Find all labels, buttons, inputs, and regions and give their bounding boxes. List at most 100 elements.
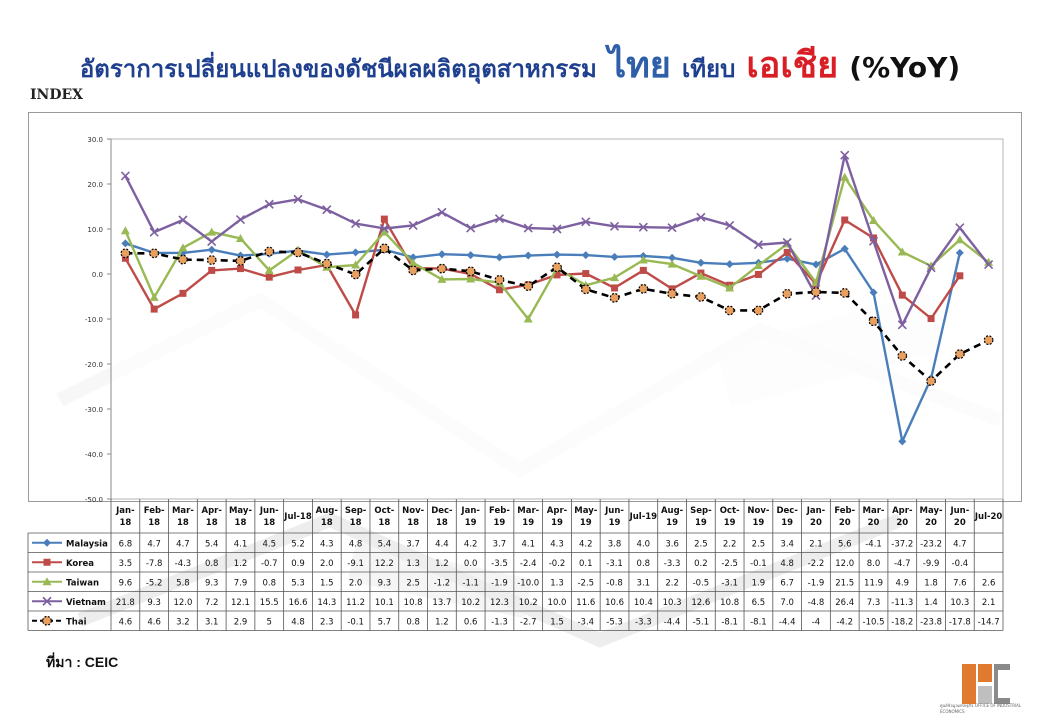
x-tick-label-year: 19 bbox=[551, 518, 563, 528]
point-thai bbox=[667, 288, 677, 299]
point-vietnam bbox=[408, 220, 418, 230]
legend-key-marker bbox=[42, 615, 52, 626]
data-label: 0.8 bbox=[205, 559, 219, 569]
point-vietnam bbox=[840, 150, 850, 160]
point-taiwan bbox=[149, 292, 159, 301]
point-thai bbox=[350, 269, 361, 280]
point-thai bbox=[753, 305, 764, 316]
point-malaysia bbox=[869, 288, 878, 297]
point-vietnam bbox=[667, 223, 677, 233]
data-label: 4.6 bbox=[147, 617, 161, 627]
data-label: 12.0 bbox=[173, 598, 192, 608]
data-label: 11.2 bbox=[346, 598, 365, 608]
point-vietnam bbox=[120, 171, 130, 181]
data-label: -10.5 bbox=[863, 617, 885, 627]
x-tick-label-year: 19 bbox=[522, 518, 534, 528]
data-label: 4.7 bbox=[147, 539, 161, 549]
data-label: 1.3 bbox=[550, 578, 564, 588]
data-label: 15.5 bbox=[260, 598, 279, 608]
data-label: 4.5 bbox=[262, 539, 276, 549]
point-vietnam bbox=[322, 205, 332, 215]
point-thai bbox=[293, 247, 303, 258]
x-tick-label-year: 18 bbox=[119, 518, 131, 528]
data-label: 16.6 bbox=[289, 598, 308, 608]
y-tick-label: -50.0 bbox=[85, 496, 103, 504]
data-label: -2.2 bbox=[808, 559, 825, 569]
data-label: -4.4 bbox=[664, 617, 681, 627]
data-label: 10.8 bbox=[720, 598, 739, 608]
data-label: -0.4 bbox=[952, 559, 969, 569]
data-label: 3.6 bbox=[665, 539, 679, 549]
point-korea bbox=[898, 291, 906, 299]
data-label: 5.8 bbox=[176, 578, 190, 588]
point-thai bbox=[983, 335, 994, 346]
data-label: 2.5 bbox=[752, 539, 766, 549]
data-label: -4.3 bbox=[175, 559, 192, 569]
data-label: 4.2 bbox=[464, 539, 478, 549]
point-malaysia bbox=[696, 258, 705, 267]
plot-area bbox=[110, 138, 1004, 500]
x-tick-label-year: 18 bbox=[263, 518, 275, 528]
point-korea bbox=[553, 271, 561, 279]
point-thai bbox=[868, 316, 879, 327]
point-taiwan bbox=[178, 243, 188, 252]
x-tick-label: Feb- bbox=[834, 506, 855, 516]
x-tick-label: Mar- bbox=[517, 506, 539, 516]
point-vietnam bbox=[955, 223, 965, 233]
x-tick-label: Jul-19 bbox=[629, 512, 658, 522]
point-malaysia bbox=[121, 239, 130, 248]
data-label: 3.8 bbox=[608, 539, 622, 549]
data-label: 3.7 bbox=[406, 539, 420, 549]
data-label: 4.3 bbox=[550, 539, 564, 549]
data-label: 9.6 bbox=[119, 578, 133, 588]
data-label: -4.2 bbox=[836, 617, 853, 627]
point-malaysia bbox=[524, 251, 533, 260]
data-label: -9.1 bbox=[347, 559, 364, 569]
data-label: -2.5 bbox=[577, 578, 594, 588]
y-tick-label: -30.0 bbox=[85, 406, 103, 414]
logo-caption: ศูนย์ข้อมูลเศรษฐกิจ OFFICE OF INDUSTRIAL… bbox=[940, 703, 1022, 714]
data-label: -9.9 bbox=[923, 559, 940, 569]
x-tick-label: Jun- bbox=[604, 506, 624, 516]
x-tick-label: Dec- bbox=[776, 506, 798, 516]
x-tick-label-year: 19 bbox=[666, 518, 678, 528]
data-label: 2.1 bbox=[982, 598, 996, 608]
data-label: -2.5 bbox=[721, 559, 738, 569]
x-tick-label: Jan- bbox=[460, 506, 480, 516]
point-thai bbox=[580, 284, 591, 295]
x-tick-label-year: 18 bbox=[436, 518, 448, 528]
data-label: -5.1 bbox=[693, 617, 710, 627]
data-label: 4.0 bbox=[637, 539, 651, 549]
point-taiwan bbox=[667, 259, 677, 268]
x-tick-label: May- bbox=[229, 506, 252, 516]
point-vietnam bbox=[466, 223, 476, 233]
x-tick-label-year: 19 bbox=[609, 518, 621, 528]
data-label: 0.1 bbox=[579, 559, 593, 569]
data-label: 0.9 bbox=[291, 559, 305, 569]
point-vietnam bbox=[984, 259, 994, 270]
data-label: 1.2 bbox=[435, 559, 449, 569]
y-axis-index-label: INDEX bbox=[30, 87, 84, 103]
point-vietnam bbox=[264, 199, 274, 209]
legend-key-marker bbox=[43, 558, 51, 566]
point-malaysia bbox=[840, 244, 849, 253]
data-label: 12.1 bbox=[231, 598, 250, 608]
x-tick-label-year: 20 bbox=[868, 518, 880, 528]
point-korea bbox=[754, 270, 762, 278]
point-vietnam bbox=[696, 212, 706, 222]
data-label: 0.2 bbox=[694, 559, 708, 569]
data-label: 0.6 bbox=[464, 617, 478, 627]
point-vietnam bbox=[178, 215, 188, 225]
data-label: -4 bbox=[812, 617, 820, 627]
point-thai bbox=[206, 255, 217, 265]
data-label: 0.0 bbox=[464, 559, 478, 569]
x-tick-label: Aug- bbox=[316, 506, 339, 516]
data-label: 2.6 bbox=[982, 578, 996, 588]
point-korea bbox=[783, 248, 791, 256]
data-label: 5.4 bbox=[378, 539, 392, 549]
point-malaysia bbox=[725, 260, 734, 269]
data-label: 9.3 bbox=[205, 578, 219, 588]
data-label: 4.7 bbox=[953, 539, 967, 549]
point-vietnam bbox=[494, 214, 505, 224]
x-tick-label-year: 18 bbox=[148, 518, 160, 528]
